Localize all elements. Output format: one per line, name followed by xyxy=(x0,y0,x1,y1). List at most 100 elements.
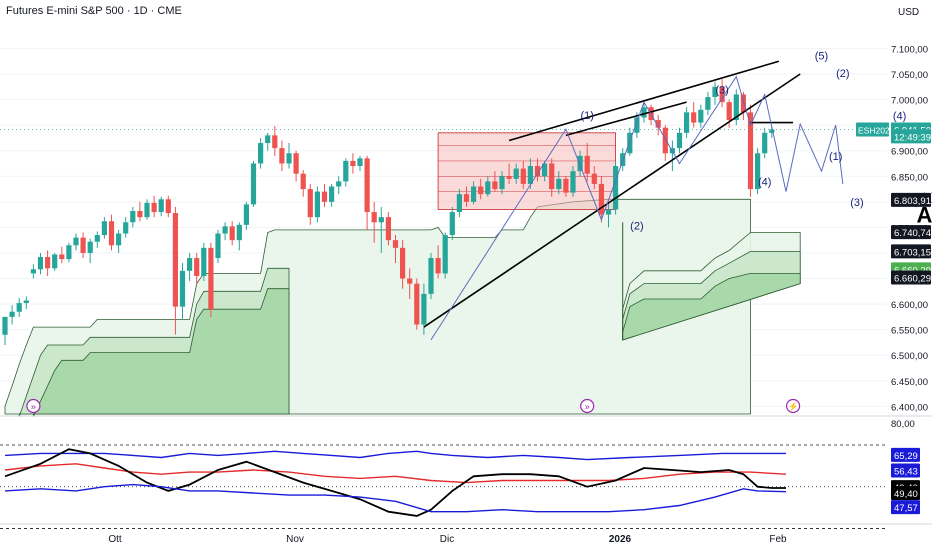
candle xyxy=(407,268,413,299)
candle-body xyxy=(201,247,207,276)
candle xyxy=(272,126,278,156)
candle xyxy=(584,143,590,182)
candle xyxy=(669,140,675,172)
candle-body xyxy=(407,278,413,284)
candle-body xyxy=(769,129,775,133)
candle-body xyxy=(676,132,683,149)
osc-value-box xyxy=(891,447,920,462)
candle-body xyxy=(23,300,29,304)
candle-body xyxy=(329,186,335,202)
candle xyxy=(726,99,732,128)
candle-body xyxy=(30,269,36,274)
candle xyxy=(691,102,697,128)
candle-body xyxy=(130,211,136,223)
candle xyxy=(435,245,441,279)
candle xyxy=(577,150,583,177)
candle-body xyxy=(350,160,356,167)
x-tick-label: 2026 xyxy=(609,534,632,545)
candle xyxy=(116,229,122,253)
price-label: 6.660,29 xyxy=(894,273,931,284)
candle xyxy=(286,143,292,169)
candle-body xyxy=(52,254,58,269)
candle-body xyxy=(123,222,129,234)
currency-label[interactable]: USD xyxy=(898,7,920,18)
candle-body xyxy=(605,209,612,215)
candle xyxy=(740,91,746,121)
candle-body xyxy=(435,258,441,274)
candle xyxy=(520,160,526,190)
candle-body xyxy=(215,233,221,259)
candle-body xyxy=(563,178,569,193)
candle-body xyxy=(598,183,604,215)
candle xyxy=(662,125,668,161)
candle xyxy=(151,195,157,218)
candle-body xyxy=(634,117,640,133)
candle-body xyxy=(414,283,420,325)
candle xyxy=(201,242,207,282)
candle xyxy=(534,158,541,182)
candle xyxy=(59,246,65,264)
candle-body xyxy=(762,132,768,154)
candle xyxy=(222,222,228,241)
y-tick-label: 6.500,00 xyxy=(891,351,928,362)
price-label: 6.740,74 xyxy=(894,228,931,239)
x-tick-label: Nov xyxy=(286,534,304,545)
candle-body xyxy=(165,199,171,214)
candle xyxy=(598,176,604,223)
x-tick-label: Feb xyxy=(769,534,787,545)
candle xyxy=(66,242,72,263)
candle-body xyxy=(321,191,328,202)
candle-body xyxy=(513,168,519,179)
candle xyxy=(16,297,22,317)
candle xyxy=(605,201,612,228)
candle xyxy=(591,166,597,190)
wave-label: (3) xyxy=(715,84,728,96)
candle-body xyxy=(662,127,668,154)
candle-body xyxy=(208,247,214,310)
candle-body xyxy=(499,176,505,190)
arrow-icon-glyph: » xyxy=(31,402,36,412)
candle xyxy=(30,264,36,279)
y-tick-label: 6.600,00 xyxy=(891,300,928,311)
candle xyxy=(350,153,356,174)
candle xyxy=(733,89,739,126)
candle-body xyxy=(258,143,264,164)
dividend-arrow-icon xyxy=(26,398,41,414)
candle-body xyxy=(80,237,86,253)
candle xyxy=(123,217,129,238)
candle-body xyxy=(87,241,93,253)
candle-body xyxy=(506,176,512,179)
candle-body xyxy=(719,86,725,103)
candle-body xyxy=(392,240,399,248)
candle xyxy=(371,201,377,243)
candle xyxy=(108,214,115,251)
candle xyxy=(414,278,420,330)
osc-series-line xyxy=(4,483,787,513)
candle-body xyxy=(747,112,754,190)
candle xyxy=(9,305,15,325)
osc-value-box xyxy=(891,463,920,478)
candle-body xyxy=(492,181,498,190)
candle xyxy=(471,181,477,205)
y-tick-label: 6.400,00 xyxy=(891,402,928,413)
candle-body xyxy=(698,109,704,123)
osc-value-box xyxy=(891,485,920,500)
price-label-box xyxy=(891,192,931,207)
candle-body xyxy=(463,194,470,202)
candle-body xyxy=(712,86,718,98)
wave-label: (4) xyxy=(893,111,906,123)
candle-body xyxy=(385,217,391,241)
band-inner xyxy=(33,288,290,417)
candle xyxy=(478,178,484,200)
candle xyxy=(243,201,249,230)
osc-value-label: 49,40 xyxy=(894,489,918,500)
candle-body xyxy=(66,245,72,260)
candle-body xyxy=(456,194,462,213)
candle xyxy=(392,235,399,264)
candle xyxy=(698,104,704,128)
price-label-box xyxy=(891,244,931,259)
wave-label: (4) xyxy=(758,176,771,188)
candle xyxy=(23,296,29,310)
candle-body xyxy=(272,135,278,149)
